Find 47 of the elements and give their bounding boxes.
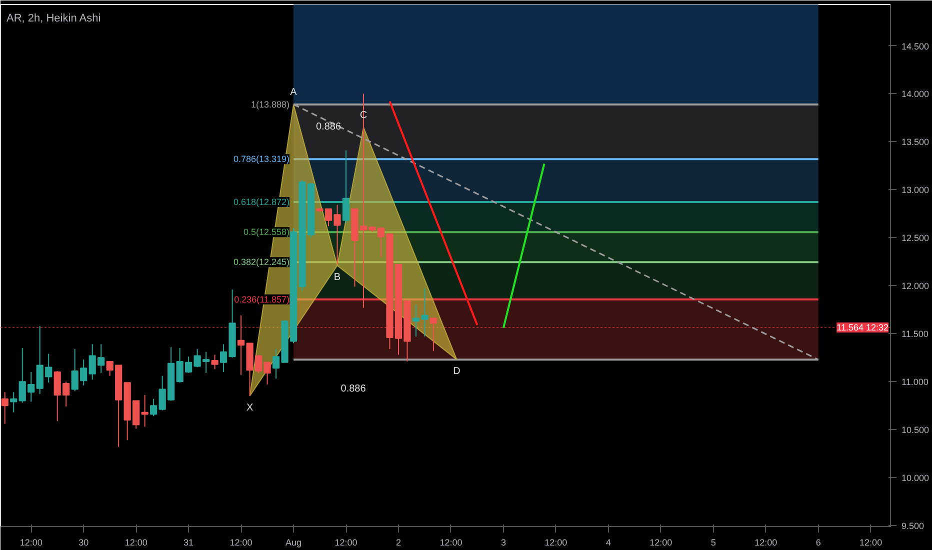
ref-line-label: 11.564 12:32 <box>836 322 889 332</box>
x-tick-label: 12:00 <box>650 538 672 548</box>
x-tick-label: 12:00 <box>230 538 252 548</box>
x-tick-label: 3 <box>500 538 506 548</box>
y-tick-label: 11.000 <box>902 377 928 388</box>
ref-line-label: 0.5(12.558) <box>243 227 290 238</box>
candlestick <box>10 392 18 413</box>
ref-line-label: 0.618(12.872) <box>233 196 290 207</box>
annotation: B <box>334 272 341 283</box>
y-tick-label: 12.000 <box>902 281 930 292</box>
ref-line-label: 0.786(13.319) <box>233 154 290 164</box>
x-tick-label: 12:00 <box>860 538 882 548</box>
y-tick-label: 10.500 <box>902 425 930 436</box>
candlestick <box>211 354 218 370</box>
x-tick-label: 12:00 <box>20 538 42 548</box>
candlestick <box>1 392 8 424</box>
x-tick-label: 31 <box>184 538 194 548</box>
x-tick-label: 12:00 <box>334 538 358 548</box>
x-tick-label: Aug <box>286 538 302 548</box>
y-tick-label: 14.000 <box>902 89 930 100</box>
x-tick-label: 12:00 <box>440 538 462 548</box>
y-tick-label: 14.500 <box>902 41 930 52</box>
annotation: 0.886 <box>316 121 342 132</box>
x-tick-label: 5 <box>710 538 716 548</box>
y-tick-label: 13.500 <box>902 137 930 148</box>
annotation: 0.886 <box>340 383 366 394</box>
x-tick-label: 6 <box>816 538 821 548</box>
ref-line-label: 1(13.888) <box>250 99 290 110</box>
y-tick-label: 9.500 <box>902 521 924 532</box>
x-tick-label: 4 <box>606 538 611 548</box>
x-tick-label: 2 <box>396 538 401 548</box>
ref-line-label: 0.382(12.245) <box>233 257 290 268</box>
annotation: D <box>453 366 460 378</box>
x-tick-label: 12:00 <box>754 538 778 548</box>
x-tick-label: 12:00 <box>124 538 148 548</box>
y-tick-label: 11.500 <box>902 329 928 340</box>
annotation: A <box>290 86 298 98</box>
x-tick-label: 12:00 <box>544 538 568 548</box>
y-tick-label: 13.000 <box>902 185 930 196</box>
y-tick-label: 12.500 <box>902 233 930 244</box>
annotation: X <box>246 402 254 414</box>
text: AR, 2h, Heikin Ashi <box>6 12 101 24</box>
ref-line-label: 0.236(11.857) <box>234 294 290 304</box>
x-tick-label: 30 <box>78 538 89 548</box>
candlestick <box>150 398 158 417</box>
candlestick <box>430 318 438 352</box>
y-tick-label: 10.000 <box>902 473 930 484</box>
